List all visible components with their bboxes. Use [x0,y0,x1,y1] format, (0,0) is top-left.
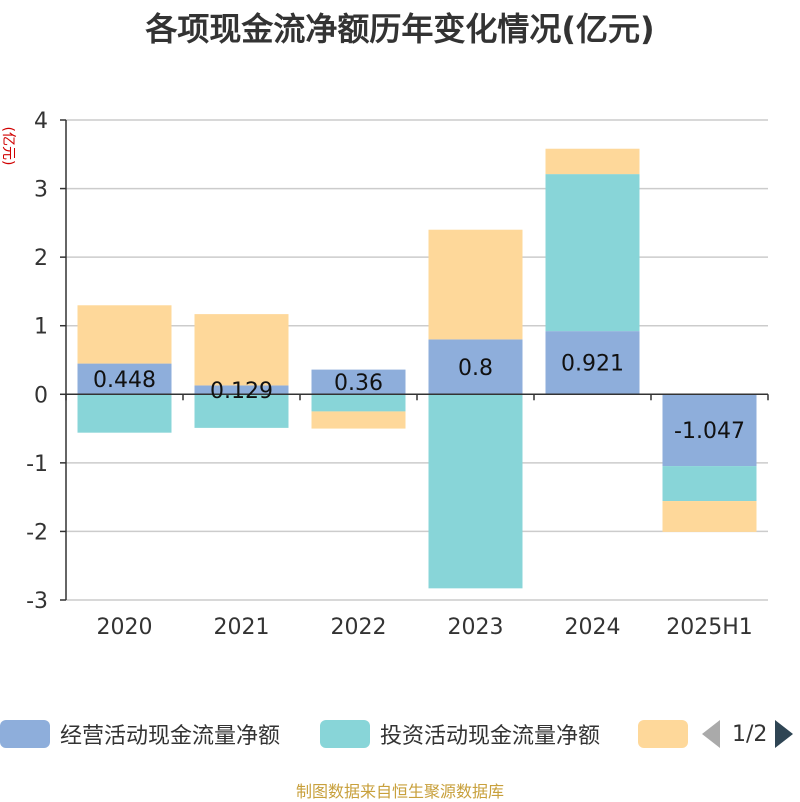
bar-s0-2023 [428,339,523,395]
chart-title: 各项现金流净额历年变化情况(亿元) [145,10,655,48]
bar-s2-2023 [428,229,523,340]
bar-s1-2022 [311,394,406,412]
bar-s0-2024 [545,331,640,395]
data-label-2022: 0.36 [334,371,383,396]
bar-s2-2024 [545,148,640,175]
x-tick-label-2020: 2020 [97,615,153,640]
bar-s0-2025H1 [662,394,757,467]
legend-label-operating: 经营活动现金流量净额 [60,724,281,749]
x-tick-label-2022: 2022 [331,615,387,640]
y-tick-label-1: 1 [34,315,48,340]
legend-swatch-investing [320,720,370,748]
bar-s1-2024 [545,174,640,332]
legend-label-investing: 投资活动现金流量净额 [380,724,601,749]
bar-s2-2021 [194,314,289,386]
legend-item-operating[interactable]: 经营活动现金流量净额 [0,714,280,754]
data-label-2024: 0.921 [561,352,624,377]
y-axis-label: (亿元) [0,127,16,166]
x-tick-label-2021: 2021 [214,615,270,640]
y-tick-label-0: 0 [34,383,48,408]
pager-page-indicator: 1/2 [732,721,768,747]
bar-s1-2025H1 [662,466,757,502]
data-labels: 0.448 0.129 0.36 0.8 0.921 -1.047 [93,352,745,444]
pager-prev-icon[interactable] [702,720,720,748]
legend-pager: 1/2 [700,714,800,754]
bar-s2-2020 [77,305,172,364]
legend-swatch-operating [0,720,50,748]
data-label-2020: 0.448 [93,368,156,393]
legend-item-investing[interactable]: 投资活动现金流量净额 [320,714,600,754]
y-tick-label-2: 2 [34,246,48,271]
data-label-2025H1: -1.047 [674,419,745,444]
y-tick-label--2: -2 [26,520,48,545]
bar-s1-2023 [428,394,523,589]
y-tick-label--3: -3 [26,589,48,614]
axes: 4 3 2 1 0 -1 -2 -3 2020 2021 2022 2023 2024 2025H1 [26,109,769,640]
bar-s2-2025H1 [662,501,757,532]
bar-s1-2020 [77,394,172,433]
bars [77,148,757,589]
bar-s0-2021 [194,385,289,395]
x-tick-label-2023: 2023 [448,615,504,640]
y-tick-label-4: 4 [34,109,48,134]
x-tick-label-2025H1: 2025H1 [666,615,753,640]
x-tick-label-2024: 2024 [565,615,621,640]
legend-swatch-third [638,720,688,748]
y-tick-label--1: -1 [26,452,48,477]
data-label-2023: 0.8 [458,356,493,381]
bar-s1-2021 [194,394,289,428]
bar-s0-2022 [311,369,406,395]
legend: 经营活动现金流量净额 投资活动现金流量净额 [0,714,800,754]
bar-s0-2020 [77,363,172,395]
legend-item-third[interactable] [638,714,688,754]
bar-s2-2022 [311,411,406,429]
data-label-2021: 0.129 [210,379,273,404]
grid-lines [66,119,768,601]
y-tick-label-3: 3 [34,178,48,203]
source-note: 制图数据来自恒生聚源数据库 [295,782,504,801]
pager-next-icon[interactable] [775,720,794,748]
